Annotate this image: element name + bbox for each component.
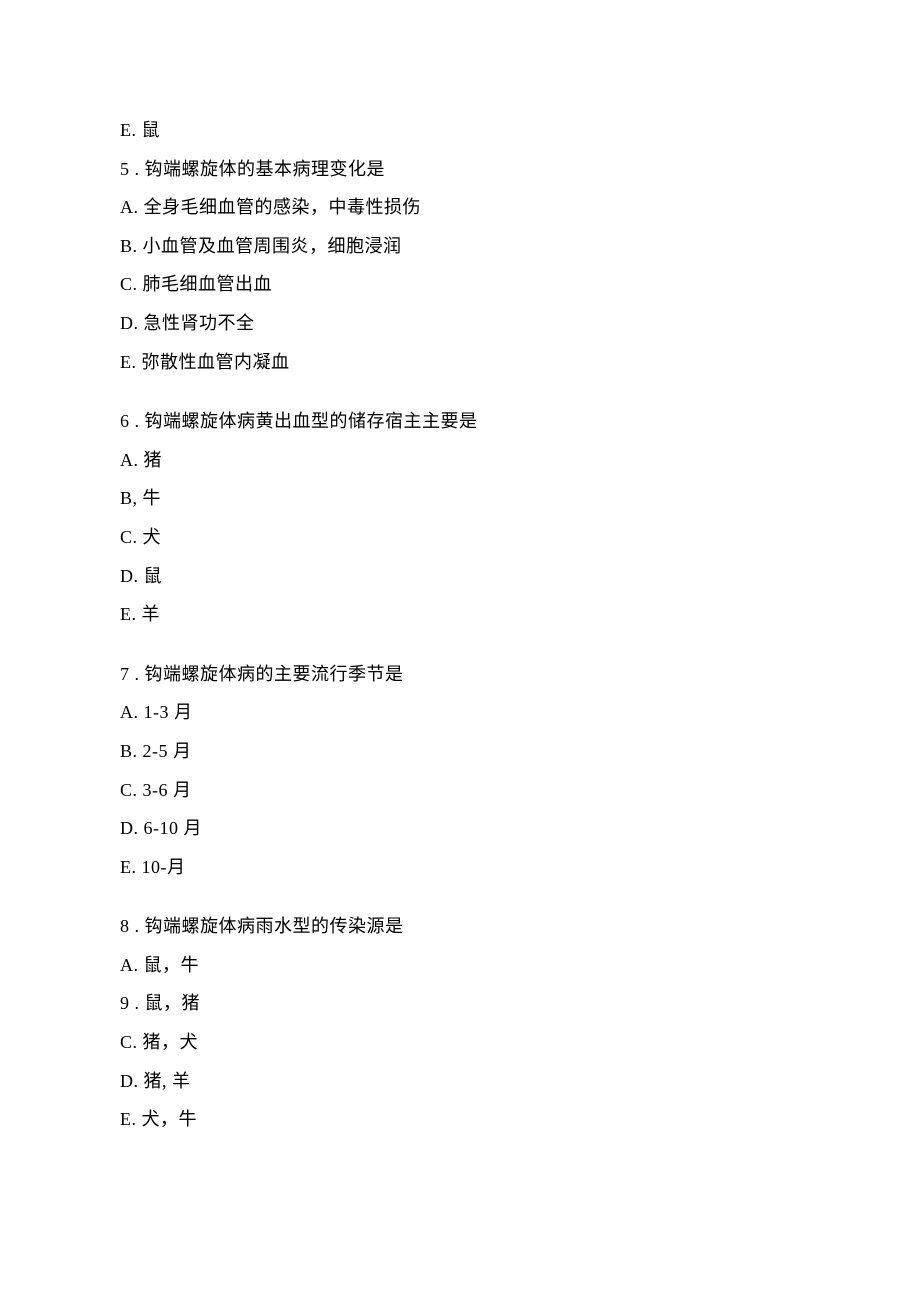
text-line: A. 全身毛细血管的感染，中毒性损伤 [120, 197, 800, 219]
text-line: A. 1-3 月 [120, 702, 800, 724]
text-line: B. 2-5 月 [120, 741, 800, 763]
text-line: A. 猪 [120, 450, 800, 472]
text-line: D. 猪, 羊 [120, 1071, 800, 1093]
text-line: C. 猪，犬 [120, 1032, 800, 1054]
text-line: 8 . 钩端螺旋体病雨水型的传染源是 [120, 916, 800, 938]
text-line: E. 鼠 [120, 120, 800, 142]
text-line: B, 牛 [120, 488, 800, 510]
document-page: E. 鼠 5 . 钩端螺旋体的基本病理变化是 A. 全身毛细血管的感染，中毒性损伤 B… [0, 0, 920, 1228]
text-line: A. 鼠，牛 [120, 955, 800, 977]
text-line: B. 小血管及血管周围炎，细胞浸润 [120, 236, 800, 258]
text-line: D. 6-10 月 [120, 818, 800, 840]
text-line: 9 . 鼠，猪 [120, 993, 800, 1015]
text-line: C. 犬 [120, 527, 800, 549]
text-line: C. 3-6 月 [120, 780, 800, 802]
text-line: E. 弥散性血管内凝血 [120, 352, 800, 374]
text-line: 5 . 钩端螺旋体的基本病理变化是 [120, 159, 800, 181]
text-line: E. 羊 [120, 604, 800, 626]
text-line: 7 . 钩端螺旋体病的主要流行季节是 [120, 664, 800, 686]
text-line: D. 急性肾功不全 [120, 313, 800, 335]
text-line: C. 肺毛细血管出血 [120, 274, 800, 296]
text-line: 6 . 钩端螺旋体病黄出血型的储存宿主主要是 [120, 411, 800, 433]
text-line: E. 犬，牛 [120, 1109, 800, 1131]
text-line: E. 10-月 [120, 857, 800, 879]
text-line: D. 鼠 [120, 566, 800, 588]
